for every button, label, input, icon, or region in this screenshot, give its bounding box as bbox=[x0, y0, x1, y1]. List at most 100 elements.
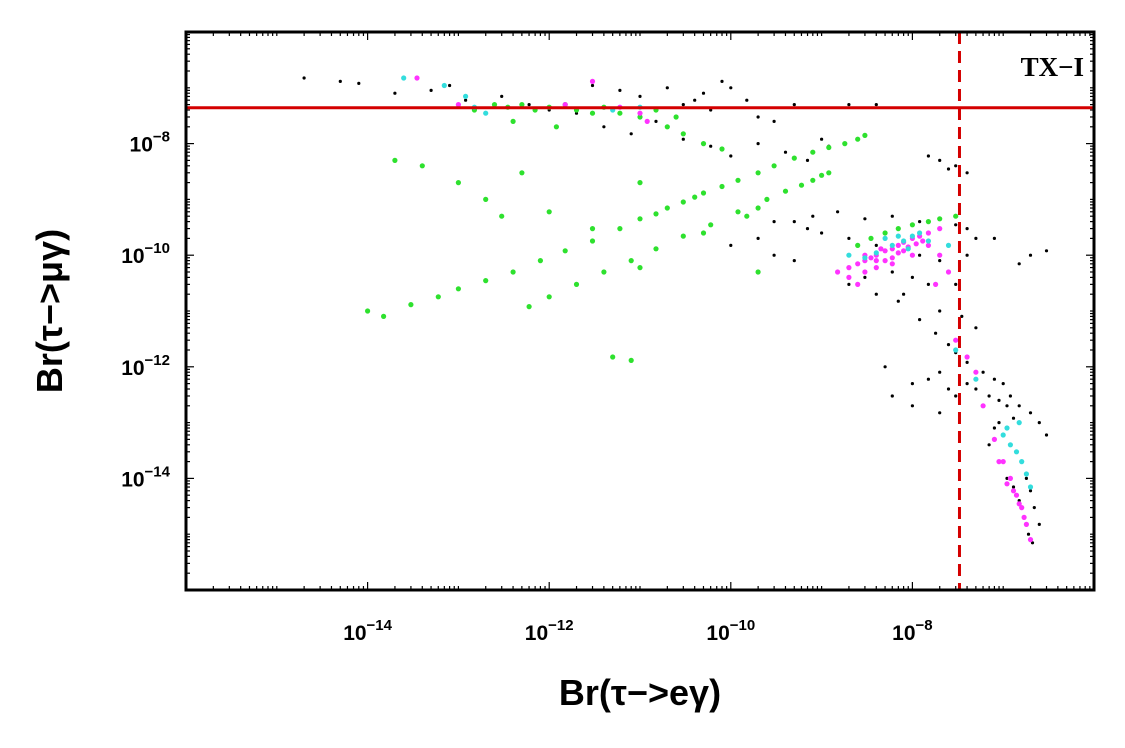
data-point bbox=[1004, 481, 1010, 487]
data-point bbox=[895, 242, 901, 248]
data-point bbox=[637, 110, 643, 116]
data-point bbox=[883, 365, 887, 369]
data-point bbox=[483, 196, 489, 202]
annotation-label: TX−I bbox=[1021, 52, 1084, 82]
data-point bbox=[1044, 249, 1049, 253]
data-point bbox=[820, 231, 824, 235]
data-point bbox=[934, 331, 938, 335]
data-point bbox=[1037, 522, 1041, 527]
data-point bbox=[708, 222, 714, 228]
data-point bbox=[965, 360, 969, 364]
data-point bbox=[889, 255, 895, 261]
data-point bbox=[792, 259, 796, 263]
data-point bbox=[862, 132, 868, 138]
data-point bbox=[756, 115, 760, 119]
x-axis-title: Br(τ−>eγ) bbox=[559, 672, 721, 713]
data-point bbox=[863, 275, 867, 279]
data-point bbox=[835, 269, 841, 275]
data-point bbox=[882, 230, 888, 236]
data-point bbox=[357, 81, 361, 85]
data-point bbox=[735, 209, 741, 215]
data-point bbox=[709, 108, 713, 112]
data-point bbox=[953, 347, 959, 353]
data-point bbox=[628, 258, 634, 264]
data-point bbox=[997, 398, 1001, 402]
data-point bbox=[455, 180, 461, 186]
data-point bbox=[909, 222, 916, 228]
data-point bbox=[553, 124, 560, 130]
data-point bbox=[913, 241, 919, 247]
data-point bbox=[709, 144, 713, 148]
data-point bbox=[654, 119, 658, 123]
data-point bbox=[964, 354, 970, 360]
data-point bbox=[589, 110, 596, 116]
data-point bbox=[1023, 471, 1029, 477]
data-point bbox=[938, 158, 942, 162]
data-point bbox=[429, 88, 433, 92]
data-point bbox=[946, 343, 951, 347]
data-point bbox=[483, 278, 489, 284]
data-point bbox=[519, 170, 525, 176]
data-point bbox=[917, 230, 923, 236]
data-point bbox=[910, 382, 915, 386]
data-point bbox=[1013, 449, 1020, 455]
data-point bbox=[701, 91, 706, 95]
data-point bbox=[1000, 459, 1006, 465]
data-point bbox=[637, 265, 643, 271]
data-point bbox=[953, 213, 959, 219]
data-point bbox=[729, 86, 733, 90]
data-point bbox=[855, 136, 861, 142]
data-point bbox=[653, 246, 659, 252]
data-point bbox=[980, 403, 986, 409]
data-point bbox=[1007, 475, 1014, 481]
data-point bbox=[1005, 476, 1009, 480]
plot-frame bbox=[184, 30, 1096, 592]
data-point bbox=[878, 246, 884, 252]
data-point bbox=[1004, 425, 1010, 431]
data-point bbox=[681, 103, 685, 107]
data-point bbox=[920, 238, 926, 244]
data-point bbox=[499, 213, 505, 219]
data-point bbox=[637, 180, 643, 186]
data-point bbox=[1007, 442, 1014, 448]
data-point bbox=[992, 236, 997, 240]
data-point bbox=[946, 387, 951, 391]
data-point bbox=[868, 235, 874, 241]
data-point bbox=[408, 302, 414, 308]
data-point bbox=[992, 377, 997, 381]
data-point bbox=[500, 94, 504, 98]
data-point bbox=[937, 216, 943, 222]
x-tick-labels: 10−14 10−12 10−10 10−8 bbox=[343, 617, 932, 645]
data-point bbox=[847, 282, 851, 286]
data-point bbox=[1027, 484, 1034, 490]
data-point bbox=[882, 258, 888, 264]
data-point bbox=[1013, 492, 1020, 498]
data-point bbox=[820, 137, 824, 141]
data-point bbox=[855, 281, 861, 287]
data-point bbox=[890, 214, 894, 218]
data-point bbox=[882, 248, 888, 254]
data-point bbox=[926, 377, 931, 381]
data-point bbox=[519, 102, 525, 108]
data-point bbox=[435, 294, 441, 300]
data-point bbox=[811, 214, 815, 218]
data-point bbox=[637, 114, 643, 120]
data-point bbox=[401, 75, 407, 81]
data-point bbox=[338, 79, 342, 83]
data-point bbox=[610, 354, 616, 360]
data-point bbox=[589, 238, 596, 244]
data-point bbox=[673, 114, 679, 120]
data-point bbox=[873, 258, 879, 264]
data-point bbox=[700, 141, 707, 147]
data-point bbox=[846, 252, 852, 258]
x-tick-label: 10−14 bbox=[343, 617, 392, 645]
data-point bbox=[653, 211, 659, 217]
data-point bbox=[590, 83, 595, 88]
data-point bbox=[755, 205, 761, 211]
data-point bbox=[954, 282, 958, 286]
y-tick-label: 10−8 bbox=[130, 129, 170, 157]
data-point bbox=[729, 154, 733, 158]
data-point bbox=[617, 110, 623, 116]
data-point bbox=[629, 132, 633, 136]
